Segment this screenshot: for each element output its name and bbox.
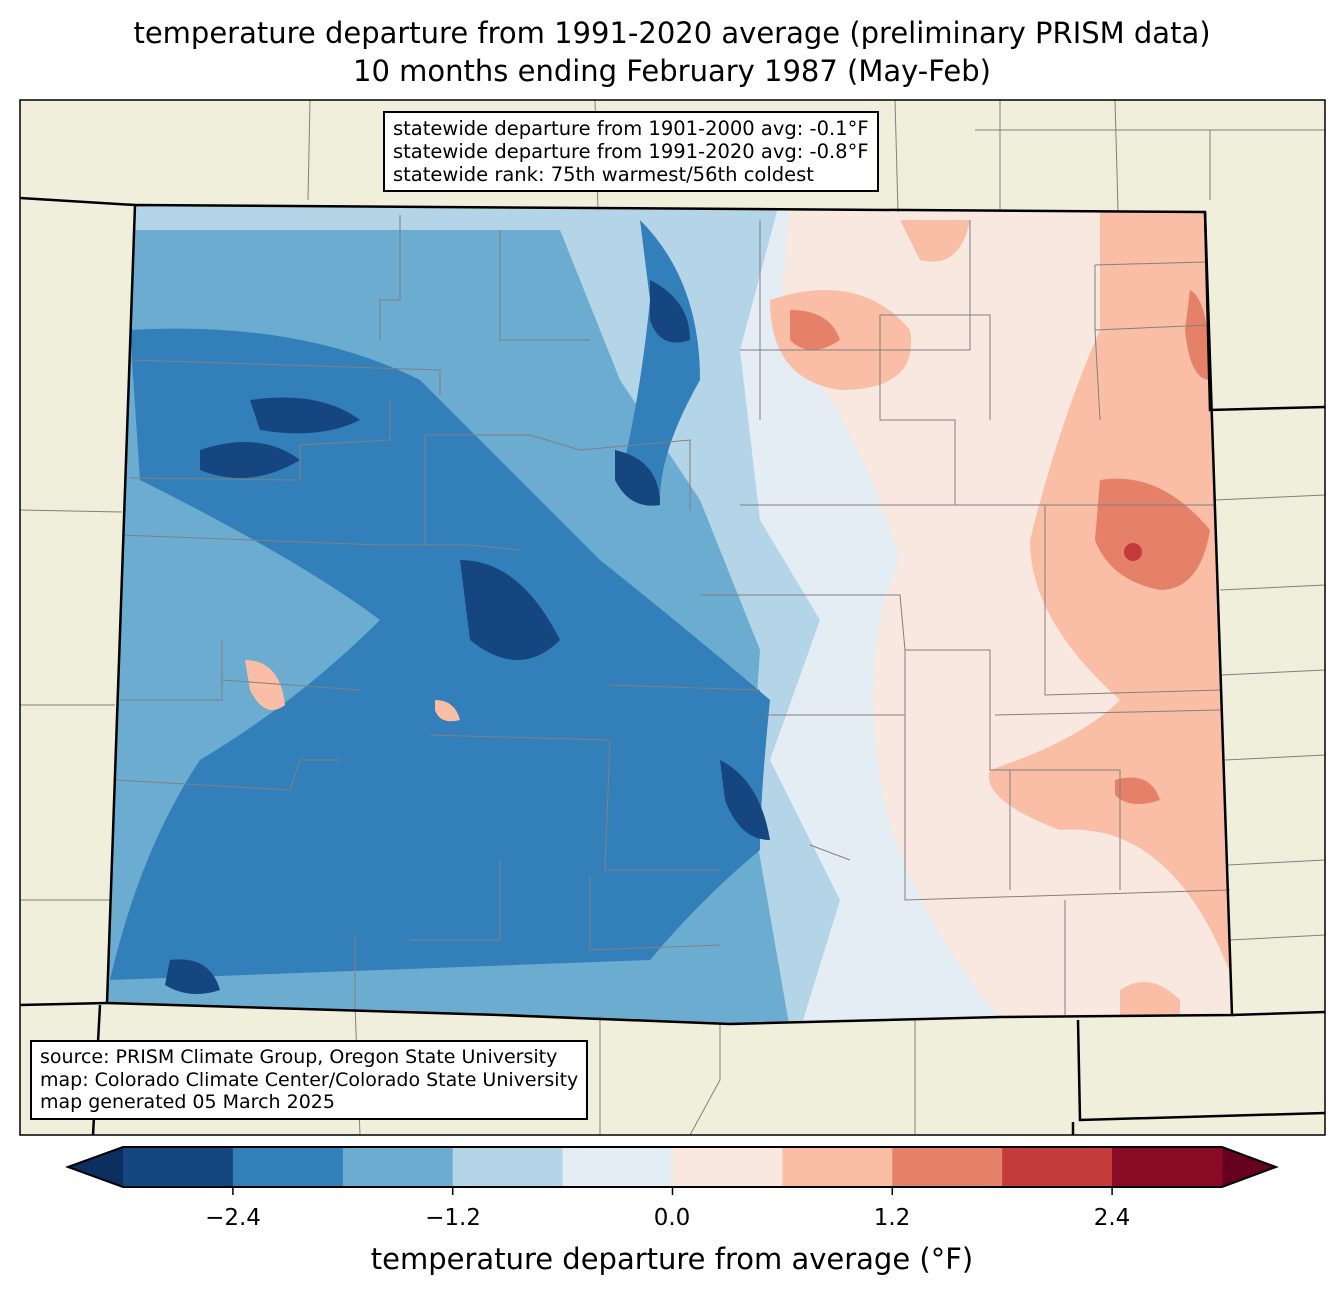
colorbar-segment [672,1147,783,1187]
county-boundaries [114,215,1231,1015]
stats-line3: statewide rank: 75th warmest/56th coldes… [393,163,814,186]
stats-line1: statewide departure from 1901-2000 avg: … [393,117,869,140]
colorado-temperature-field [107,205,1232,1024]
credits-line1: source: PRISM Climate Group, Oregon Stat… [40,1046,558,1068]
colorbar-segment [1112,1147,1223,1187]
statewide-stats-box: statewide departure from 1901-2000 avg: … [383,111,879,192]
neighbor-county-lines [19,99,1326,1136]
colorbar-tick-label: 1.2 [873,1205,911,1231]
colorbar-segment [562,1147,673,1187]
map-title-line1: temperature departure from 1991-2020 ave… [133,16,1211,50]
colorbar-outline [65,1146,1279,1188]
colorbar-tick-label: −2.4 [205,1205,261,1231]
colorbar-tick-label: −1.2 [425,1205,481,1231]
colorbar-label: temperature departure from average (°F) [370,1242,974,1276]
colorbar-segment [452,1147,564,1187]
colorbar-extend-low [68,1147,123,1187]
map-frame [19,99,1326,1136]
colorbar [65,1146,1279,1195]
colorbar-tick-label: 0.0 [653,1205,691,1231]
colorbar-segment [892,1147,1003,1187]
colorbar-segment [1002,1147,1113,1187]
colorbar-tick-label: 2.4 [1093,1205,1131,1231]
stats-line2: statewide departure from 1991-2020 avg: … [393,140,869,163]
colorbar-extend-high [1222,1147,1276,1187]
credits-line3: map generated 05 March 2025 [40,1091,335,1113]
map-title-line2: 10 months ending February 1987 (May-Feb) [353,54,991,88]
colorbar-segment [782,1147,893,1187]
colorbar-segment [232,1147,344,1187]
colorbar-segment [123,1147,234,1187]
credits-line2: map: Colorado Climate Center/Colorado St… [40,1068,579,1091]
credits-box: source: PRISM Climate Group, Oregon Stat… [30,1040,589,1120]
colorbar-segment [342,1147,454,1187]
